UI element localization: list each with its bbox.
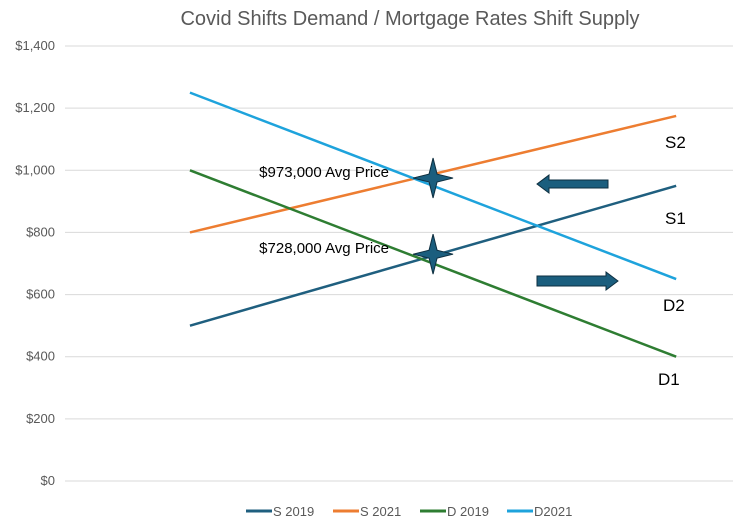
y-tick-label: $0 — [41, 473, 55, 488]
y-tick-label: $1,200 — [15, 100, 55, 115]
y-tick-label: $600 — [26, 287, 55, 302]
y-tick-label: $400 — [26, 349, 55, 364]
price-annotation: $728,000 Avg Price — [259, 240, 389, 257]
series-end-label: D2 — [663, 296, 685, 315]
y-tick-label: $1,000 — [15, 162, 55, 177]
legend-label: D2021 — [534, 504, 572, 519]
shift-arrow-left — [536, 174, 609, 195]
series-end-label: S1 — [665, 209, 686, 228]
series-end-label: S2 — [665, 133, 686, 152]
y-tick-label: $800 — [26, 224, 55, 239]
series-end-label: D1 — [658, 370, 680, 389]
shift-arrow-right — [536, 271, 619, 292]
star-marker — [412, 234, 454, 275]
legend-label: S 2019 — [273, 504, 314, 519]
legend-label: D 2019 — [447, 504, 489, 519]
star-marker — [412, 157, 454, 199]
y-tick-label: $1,400 — [15, 38, 55, 53]
y-tick-label: $200 — [26, 411, 55, 426]
chart-title: Covid Shifts Demand / Mortgage Rates Shi… — [180, 8, 639, 30]
price-annotation: $973,000 Avg Price — [259, 164, 389, 181]
legend-label: S 2021 — [360, 504, 401, 519]
